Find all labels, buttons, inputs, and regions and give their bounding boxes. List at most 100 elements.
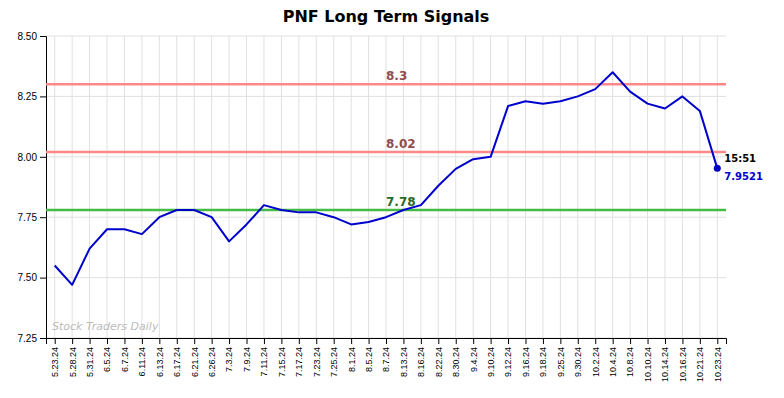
grid-line: [577, 36, 578, 338]
tick-label: 5.23.24: [50, 347, 60, 377]
axis-line: [40, 37, 47, 339]
tick-label: 9.18.24: [538, 347, 548, 377]
x-tick: 9.12.24: [503, 338, 513, 377]
grid-line: [699, 36, 700, 338]
marks: [46, 72, 726, 285]
grid-line: [490, 36, 491, 338]
x-tick: 7.25.24: [329, 338, 339, 377]
grid-line: [176, 36, 177, 338]
grid-line: [263, 36, 264, 338]
tick-mark: [456, 338, 457, 344]
grid-line: [682, 36, 683, 338]
grid-line: [159, 36, 160, 338]
tick-label: 7.15.24: [277, 347, 287, 377]
x-tick: 5.31.24: [85, 338, 95, 377]
tick-label: 8.1.24: [347, 347, 357, 372]
grid-line: [316, 36, 317, 338]
x-tick: 8.22.24: [434, 338, 444, 377]
tick-mark: [473, 338, 474, 344]
tick-label: 7.23.24: [312, 347, 322, 377]
grid-line: [46, 96, 726, 97]
axis-line: [47, 339, 727, 345]
tick-label: 7.25.24: [329, 347, 339, 377]
grid-line: [229, 36, 230, 338]
tick-mark: [630, 338, 631, 344]
tick-mark: [107, 338, 108, 344]
tick-mark: [90, 338, 91, 344]
tick-mark: [247, 338, 248, 344]
tick-label: 8.00: [18, 152, 38, 163]
grid-line: [473, 36, 474, 338]
tick-mark: [212, 338, 213, 344]
x-tick: 10.2.24: [591, 338, 601, 377]
tick-label: 9.25.24: [556, 347, 566, 377]
tick-label: 7.50: [18, 272, 38, 283]
x-tick: 6.11.24: [137, 338, 147, 376]
tick-mark: [578, 338, 579, 344]
reference-label: 8.3: [386, 69, 407, 83]
x-tick: 9.18.24: [538, 338, 548, 377]
tick-label: 7.25: [18, 333, 38, 344]
tick-label: 6.13.24: [155, 347, 165, 377]
grid-line: [72, 36, 73, 338]
plot: Stock Traders Daily7.257.507.758.008.258…: [18, 31, 763, 382]
tick-label: 6.7.24: [120, 347, 130, 372]
tick-label: 6.17.24: [172, 347, 182, 377]
tick-mark: [229, 338, 230, 344]
chart: Stock Traders Daily7.257.507.758.008.258…: [0, 0, 784, 398]
tick-mark: [40, 217, 46, 218]
tick-label: 10.8.24: [625, 347, 635, 377]
grid-line: [141, 36, 142, 338]
grid-line: [595, 36, 596, 338]
tick-mark: [595, 338, 596, 344]
annotations: 8.38.027.7815:517.9521: [386, 69, 763, 209]
tick-mark: [717, 338, 718, 344]
x-tick: 8.7.24: [381, 338, 391, 372]
grid-line: [542, 36, 543, 338]
x-axis: 5.23.24 5.28.24 5.31.24 6.5.24 6.7.24 6.11.24…: [47, 338, 727, 382]
tick-mark: [648, 338, 649, 344]
tick-label: 10.23.24: [713, 347, 723, 382]
grid-line: [560, 36, 561, 338]
last-point-value: 7.9521: [724, 171, 763, 182]
grid-line: [107, 36, 108, 338]
tick-mark: [665, 338, 666, 344]
x-tick: 7.15.24: [277, 338, 287, 377]
tick-label: 10.10.24: [643, 347, 653, 382]
tick-mark: [403, 338, 404, 344]
tick-mark: [525, 338, 526, 344]
grid-line: [333, 36, 334, 338]
tick-label: 7.9.24: [242, 347, 252, 372]
tick-label: 8.13.24: [399, 347, 409, 377]
tick-label: 6.11.24: [137, 347, 147, 376]
tick-label: 6.5.24: [102, 347, 112, 372]
grid-line: [211, 36, 212, 338]
grid-line: [630, 36, 631, 338]
tick-mark: [299, 338, 300, 344]
tick-mark: [264, 338, 265, 344]
grid-line: [664, 36, 665, 338]
tick-label: 8.25: [18, 91, 38, 102]
tick-mark: [682, 338, 683, 344]
tick-label: 9.30.24: [573, 347, 583, 377]
grid-line: [46, 156, 726, 157]
x-tick: 5.23.24: [50, 338, 60, 377]
x-tick: 10.10.24: [643, 338, 653, 382]
tick-mark: [40, 96, 46, 97]
x-tick: 7.3.24: [224, 338, 234, 372]
grid-line: [647, 36, 648, 338]
y-tick: 7.25: [18, 333, 46, 344]
tick-label: 5.28.24: [68, 347, 78, 377]
grid-line: [194, 36, 195, 338]
grid-line: [717, 36, 718, 338]
tick-mark: [55, 338, 56, 344]
x-tick: 8.13.24: [399, 338, 409, 377]
tick-mark: [369, 338, 370, 344]
tick-label: 6.26.24: [207, 347, 217, 377]
tick-label: 8.7.24: [381, 347, 391, 372]
x-tick: 7.23.24: [312, 338, 322, 377]
x-tick: 7.11.24: [259, 338, 269, 376]
grid-line: [89, 36, 90, 338]
tick-label: 8.30.24: [451, 347, 461, 377]
x-tick: 8.30.24: [451, 338, 461, 377]
